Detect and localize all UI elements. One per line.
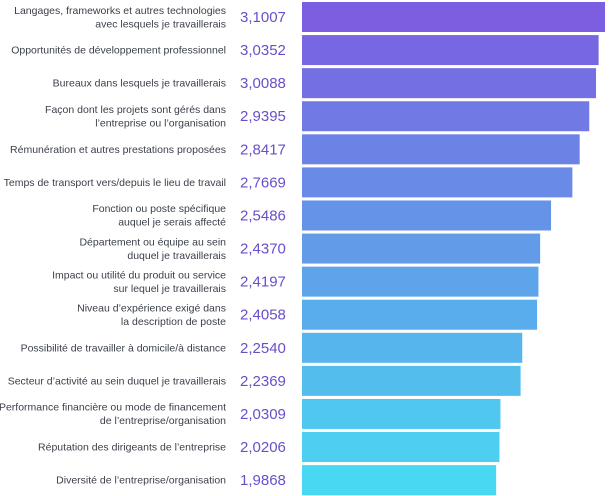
bar-11 — [302, 332, 523, 363]
bar-12 — [302, 365, 521, 396]
value-label-5: 2,8417 — [240, 141, 286, 158]
value-label-9: 2,4197 — [240, 274, 286, 291]
bar-10 — [302, 299, 538, 330]
bar-8 — [302, 233, 541, 264]
bar-3 — [302, 68, 597, 99]
category-label-6: Temps de transport vers/depuis le lieu d… — [4, 177, 226, 189]
value-label-7: 2,5486 — [240, 207, 286, 224]
bar-15 — [302, 465, 497, 496]
category-label-5: Rémunération et autres prestations propo… — [10, 144, 226, 156]
bar-9 — [302, 266, 539, 297]
value-label-11: 2,2540 — [240, 340, 286, 357]
value-label-13: 2,0309 — [240, 406, 286, 423]
bar-2 — [302, 35, 599, 66]
bar-1 — [302, 2, 605, 32]
category-label-14: Réputation des dirigeants de l’entrepris… — [38, 442, 226, 454]
category-label-2: Opportunités de développement profession… — [11, 45, 226, 57]
value-label-2: 3,0352 — [240, 42, 286, 59]
value-label-3: 3,0088 — [240, 75, 286, 92]
bar-5 — [302, 134, 580, 165]
category-label-13: Performance financière ou mode de financ… — [0, 402, 226, 428]
bar-7 — [302, 200, 552, 231]
value-label-12: 2,2369 — [240, 373, 286, 390]
value-label-15: 1,9868 — [240, 472, 286, 489]
value-label-1: 3,1007 — [240, 9, 286, 26]
value-label-10: 2,4058 — [240, 307, 286, 324]
category-label-9: Impact ou utilité du produit ou service s… — [52, 269, 226, 295]
category-label-7: Fonction ou poste spécifique auquel je se… — [92, 203, 226, 229]
category-label-8: Département ou équipe au sein duquel je t… — [79, 236, 226, 262]
category-label-11: Possibilité de travailler à domicile/à d… — [21, 342, 227, 354]
value-label-8: 2,4370 — [240, 241, 286, 258]
value-label-6: 2,7669 — [240, 174, 286, 191]
bar-14 — [302, 432, 500, 463]
bar-6 — [302, 167, 573, 198]
bar-13 — [302, 398, 501, 429]
category-label-15: Diversité de l’entreprise/organisation — [56, 475, 226, 487]
category-label-3: Bureaux dans lesquels je travaillerais — [53, 78, 226, 90]
bar-4 — [302, 101, 590, 132]
category-label-4: Façon dont les projets sont gérés dans l’… — [45, 104, 226, 129]
value-label-4: 2,9395 — [240, 108, 286, 125]
category-label-12: Secteur d’activité au sein duquel je tra… — [8, 375, 226, 387]
category-label-10: Niveau d’expérience exigé dans la descrip… — [77, 302, 226, 328]
value-label-14: 2,0206 — [240, 439, 286, 456]
category-label-1: Langages, frameworks et autres technolog… — [14, 5, 226, 31]
